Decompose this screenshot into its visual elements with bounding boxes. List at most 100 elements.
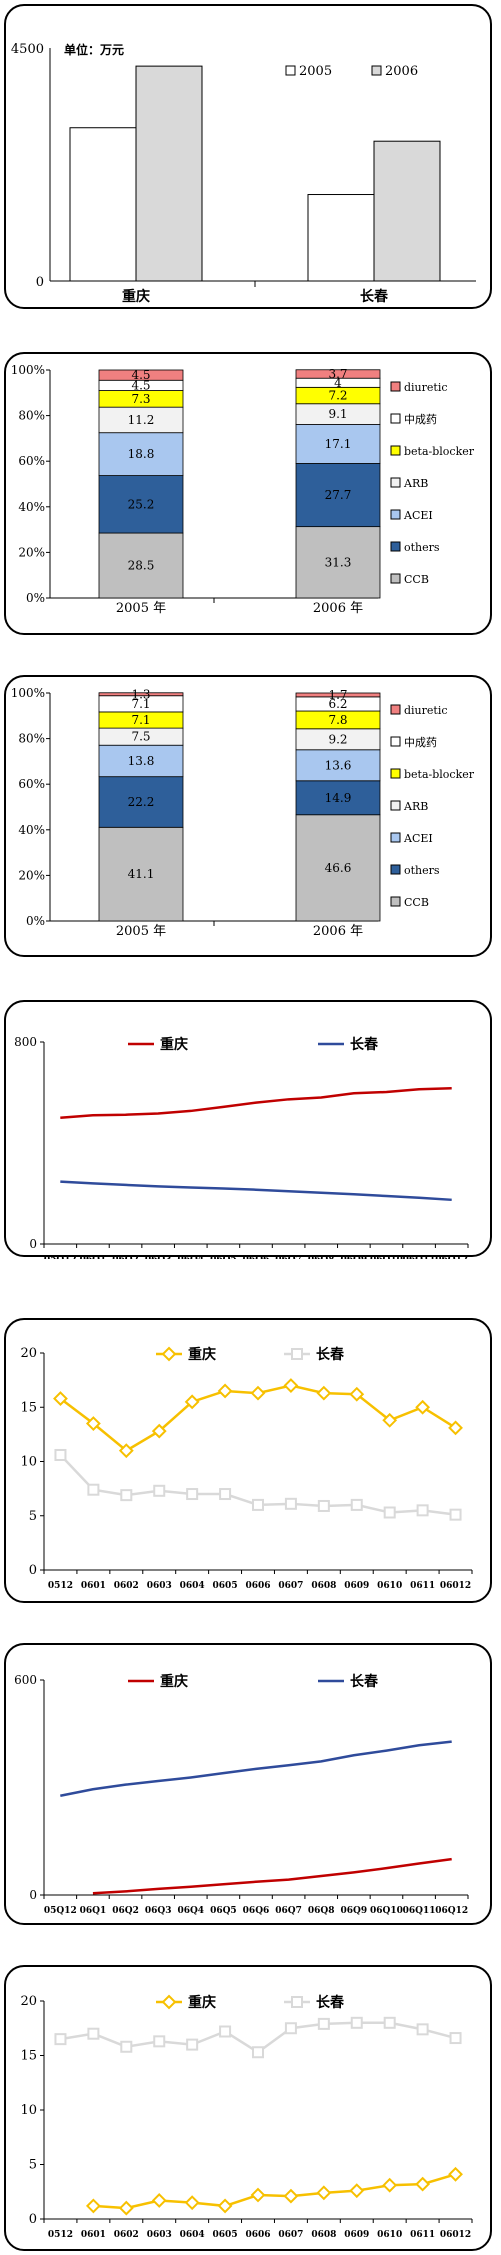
- y-tick-label: 5: [29, 2158, 37, 2173]
- data-label: 7.5: [131, 730, 150, 744]
- data-point: [151, 2193, 167, 2208]
- x-tick-label: 0601: [81, 2230, 106, 2240]
- data-label: 7.2: [328, 389, 347, 403]
- bar-2006-1: [373, 140, 441, 282]
- x-tick-label: 0611: [410, 2230, 435, 2240]
- legend-label: 重庆: [188, 1994, 216, 2011]
- data-point: [416, 1504, 429, 1517]
- x-tick-label: 0604: [180, 2230, 205, 2240]
- data-point: [217, 1383, 233, 1399]
- stacked-bar-chart-chongqing: 0%20%40%60%80%100%28.525.218.811.27.34.5…: [11, 363, 475, 616]
- x-tick-label: 06Q5: [210, 1255, 237, 1259]
- y-tick-label: 5: [29, 1509, 37, 1524]
- data-point: [250, 1385, 266, 1401]
- legend-label: beta-blocker: [404, 445, 475, 458]
- x-tick-label: 0606: [245, 2230, 270, 2240]
- x-tick-label: 06Q7: [275, 1255, 302, 1259]
- segment-others-1: [295, 463, 381, 528]
- x-tick-label: 06Q12: [435, 1906, 468, 1916]
- legend-label: 长春: [316, 1994, 345, 2011]
- x-tick-label: 06Q9: [341, 1255, 368, 1259]
- segment-diuretic-1: [295, 692, 381, 698]
- data-label: 4: [334, 376, 342, 390]
- legend-label: beta-blocker: [404, 768, 475, 781]
- legend-label: 长春: [350, 1036, 379, 1053]
- legend-label: others: [404, 541, 440, 554]
- data-point: [184, 2195, 200, 2211]
- bar-2006-0: [135, 65, 203, 282]
- x-tick-label: 06Q6: [243, 1906, 270, 1916]
- series-line-重庆: [92, 1857, 452, 1895]
- data-point: [449, 2032, 462, 2045]
- x-tick-label: 06Q7: [275, 1906, 302, 1916]
- category-label: 重庆: [122, 288, 150, 305]
- x-tick-label: 0608: [311, 2230, 336, 2240]
- legend-marker: [291, 1348, 303, 1360]
- legend-label: diuretic: [404, 381, 448, 394]
- data-point: [284, 2022, 297, 2035]
- x-tick-label: 0604: [180, 1581, 205, 1591]
- stacked-bar-chart-changchun: 0%20%40%60%80%100%41.122.213.87.57.17.11…: [11, 686, 475, 939]
- data-point: [120, 1489, 133, 1502]
- data-label: 9.1: [328, 407, 347, 421]
- x-tick-label: 06Q9: [341, 1906, 368, 1916]
- data-point: [120, 2040, 133, 2053]
- x-tick-label: 06Q5: [210, 1906, 237, 1916]
- legend-swatch-beta-blocker: [390, 445, 401, 456]
- data-label: 4.5: [131, 368, 150, 382]
- x-tick-label: 06012: [440, 1581, 471, 1591]
- legend-label: ARB: [403, 800, 428, 813]
- x-tick-label: 06Q3: [145, 1906, 172, 1916]
- data-label: 17.1: [325, 437, 352, 451]
- x-tick-label: 0609: [344, 2230, 369, 2240]
- x-tick-label: 0607: [278, 1581, 303, 1591]
- data-point: [118, 1443, 134, 1459]
- x-tick-label: 0605: [213, 2230, 238, 2240]
- data-point: [186, 2038, 199, 2051]
- x-tick-label: 0603: [147, 2230, 172, 2240]
- data-point: [382, 2177, 398, 2193]
- x-tick-label: 06Q2: [112, 1255, 139, 1259]
- x-tick-label: 06Q4: [177, 1255, 204, 1259]
- legend-swatch-ARB: [390, 477, 401, 488]
- data-point: [250, 2187, 266, 2203]
- data-label: 41.1: [128, 867, 155, 881]
- data-point: [383, 2016, 396, 2029]
- data-point: [85, 1416, 101, 1431]
- legend-label: 中成药: [404, 413, 437, 426]
- data-point: [219, 1488, 232, 1501]
- bar-2005-1: [307, 194, 375, 282]
- x-tick-label: 0610: [377, 1581, 402, 1591]
- segment-CCB-0: [98, 826, 184, 922]
- data-point: [252, 2046, 264, 2059]
- segment-ACEI-0: [98, 744, 184, 778]
- x-tick-label: 05Q12: [44, 1906, 77, 1916]
- x-tick-label: 0605: [213, 1581, 238, 1591]
- data-point: [284, 1497, 297, 1510]
- y-tick-label: 15: [20, 2049, 37, 2064]
- segment-CCB-1: [295, 814, 381, 922]
- data-point: [153, 2035, 166, 2048]
- data-point: [448, 2166, 463, 2182]
- chart-panel-5: 0 5 10 15 20 0512 0601 0602 0603 0604 0605 0606 0607…: [4, 1318, 492, 1603]
- legend-label: 2006: [385, 64, 418, 79]
- data-label: 27.7: [325, 488, 352, 502]
- x-tick-label: 0606: [245, 1581, 270, 1591]
- bar-2005-0: [69, 127, 137, 282]
- y-tick-label: 0%: [26, 591, 45, 605]
- data-label: 1.7: [328, 688, 347, 702]
- data-point: [349, 2183, 365, 2199]
- line-chart-5: 0 5 10 15 20 0512 0601 0602 0603 0604 0605 0606 0607…: [20, 1346, 473, 1591]
- data-label: 4.5: [131, 378, 150, 392]
- y-tick-label: 0: [29, 2212, 37, 2227]
- chart-panel-6: 0 600 05Q12 06Q1 06Q2 06Q3 06Q4 06Q5 06Q6 06Q7 06Q…: [4, 1643, 492, 1925]
- legend-swatch-others: [390, 541, 401, 552]
- legend-label: 2005: [299, 64, 332, 79]
- chart-panel-1: 4500 0 单位：万元 重庆 长春 2005 2006: [4, 4, 492, 309]
- data-label: 28.5: [128, 559, 155, 573]
- series-line-长春: [60, 1180, 452, 1202]
- x-tick-label: 0608: [311, 1581, 336, 1591]
